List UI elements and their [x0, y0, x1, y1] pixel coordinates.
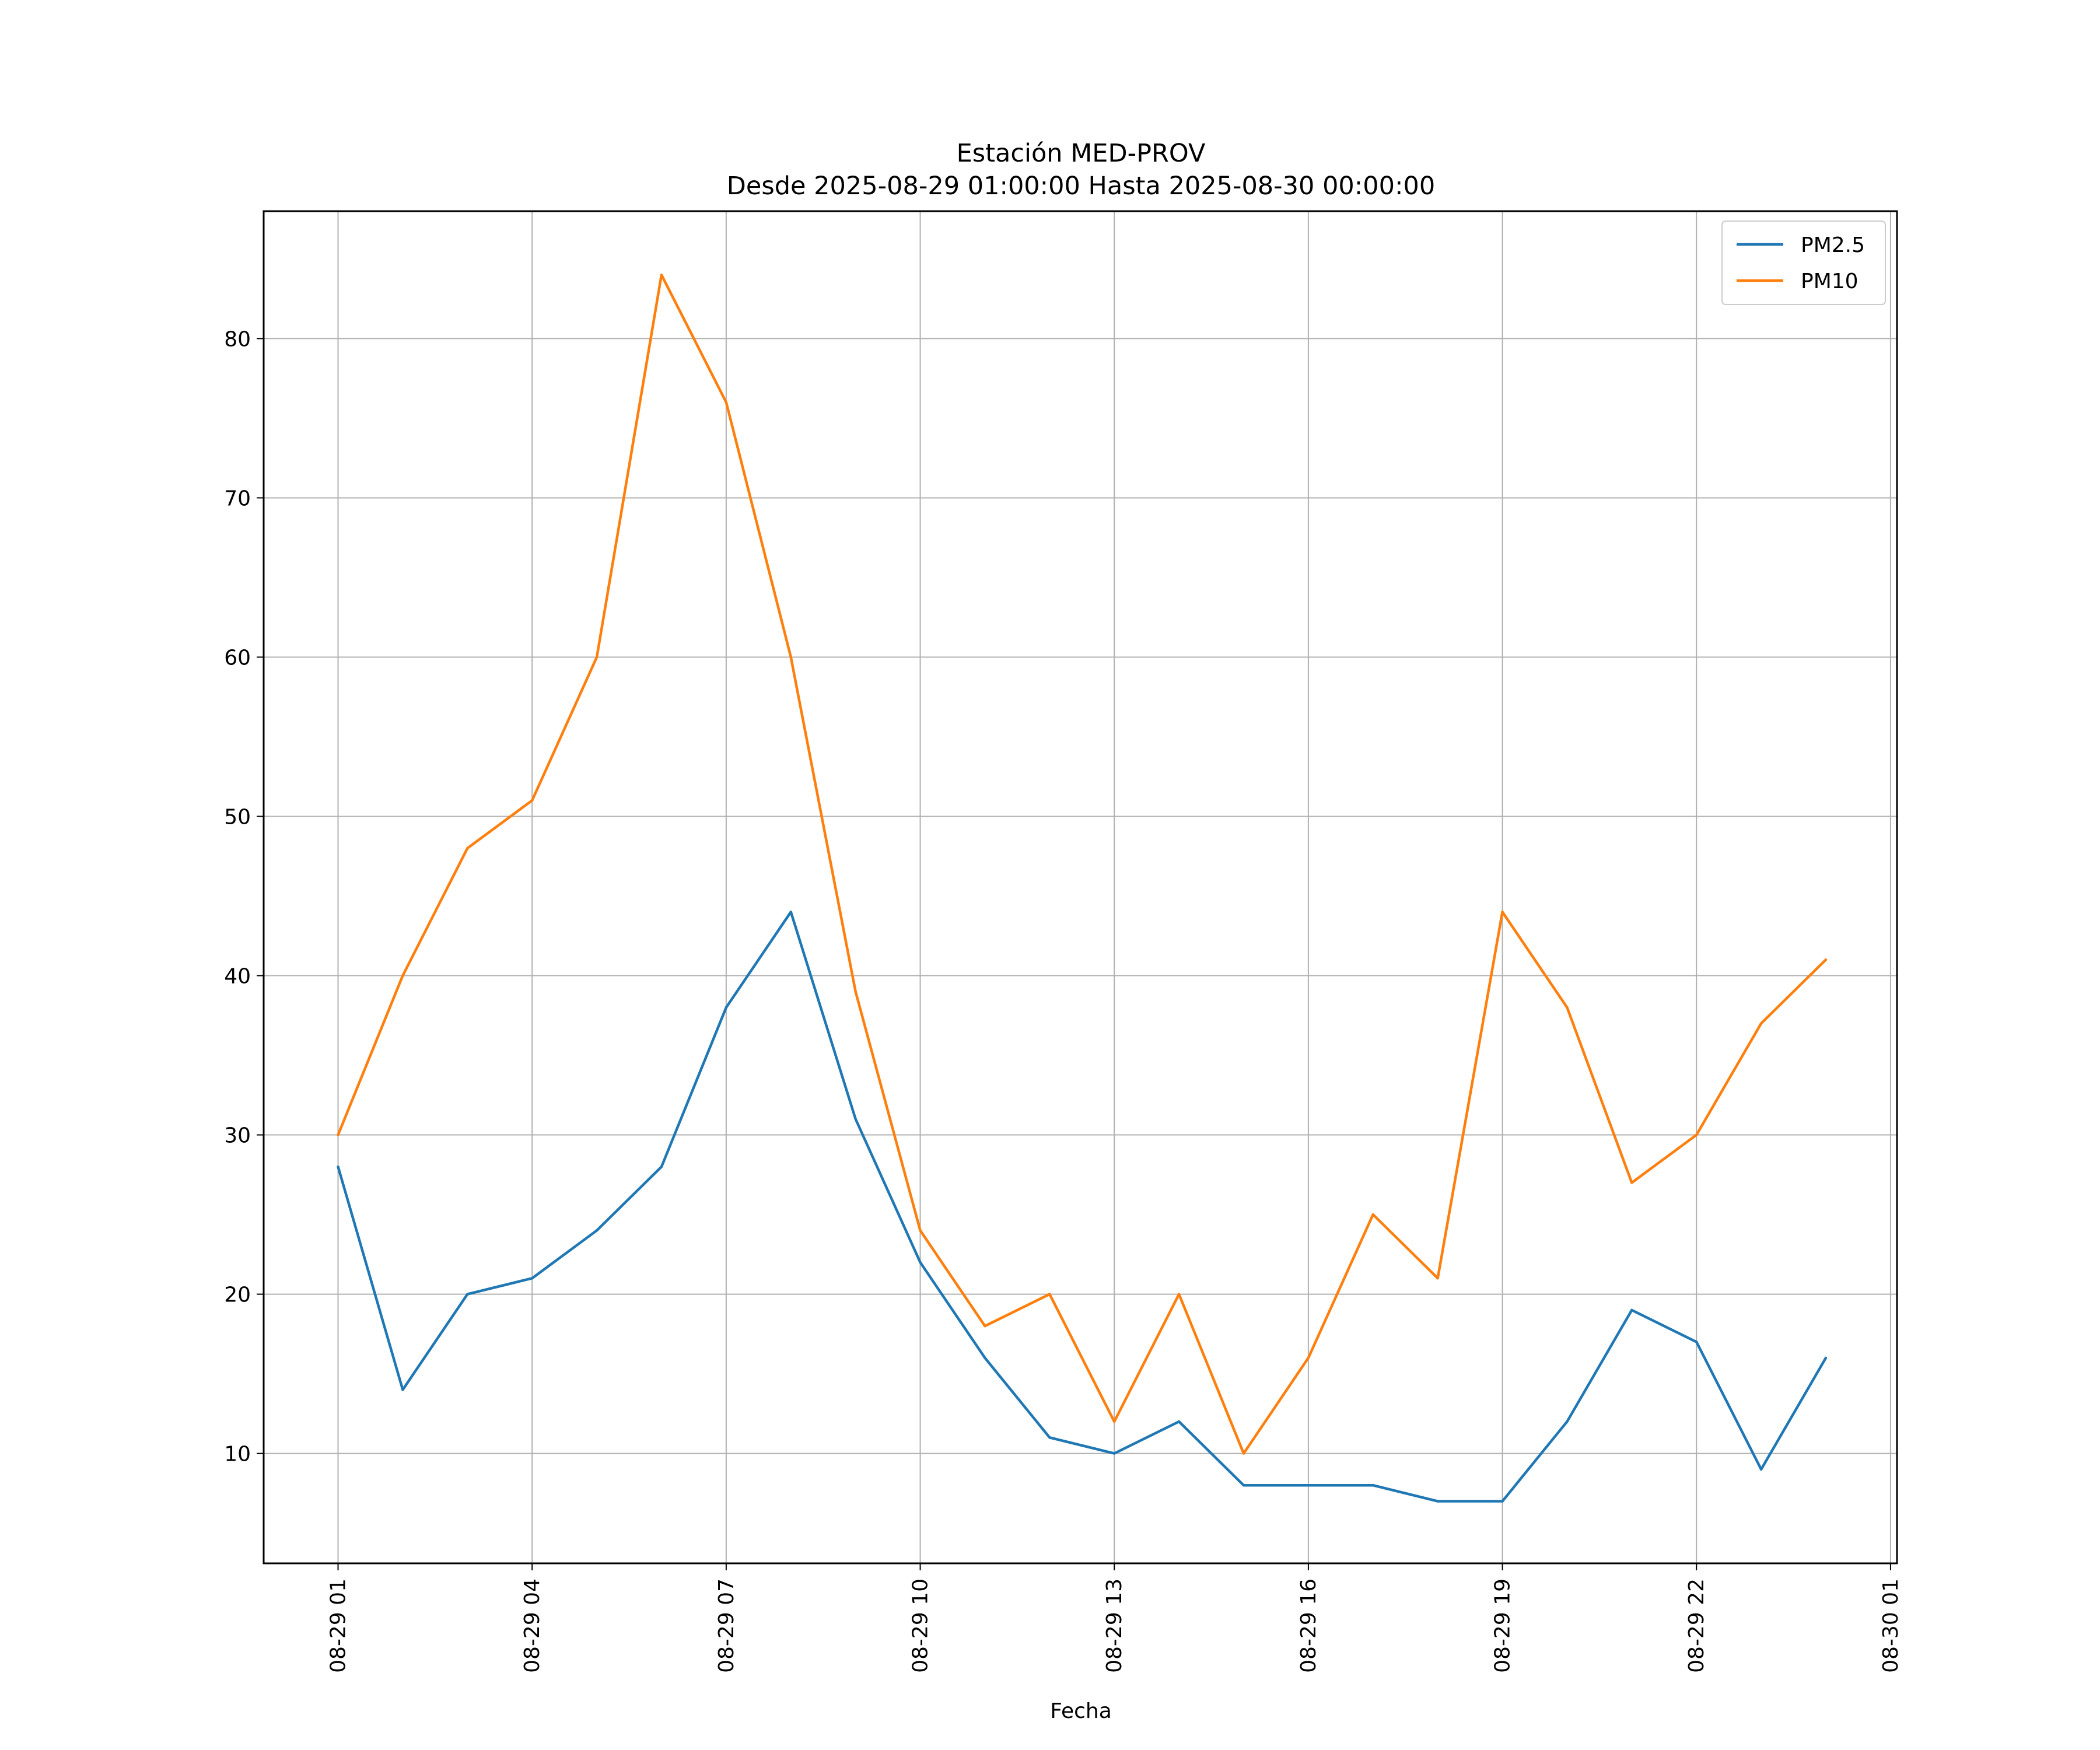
y-tick-label: 70 [224, 487, 251, 510]
series-line-pm10 [337, 273, 1827, 1455]
data-point-pm10 [1630, 1181, 1633, 1184]
series-group [337, 273, 1828, 1503]
legend: PM2.5 PM10 [1721, 220, 1886, 305]
data-point-pm10 [466, 846, 469, 850]
data-point-pm25 [724, 1006, 728, 1009]
data-point-pm25 [1242, 1484, 1245, 1487]
x-tick-label: 08-29 13 [1102, 1578, 1126, 1673]
data-point-pm10 [919, 1229, 922, 1232]
data-point-pm25 [789, 911, 792, 914]
legend-label-pm25: PM2.5 [1801, 233, 1865, 257]
series-line-pm25 [337, 911, 1827, 1503]
data-point-pm10 [984, 1324, 986, 1328]
data-point-pm25 [1759, 1468, 1763, 1471]
data-point-pm25 [1113, 1452, 1116, 1455]
data-point-pm10 [401, 974, 404, 977]
data-point-pm10 [1566, 1006, 1569, 1009]
y-tick-label: 30 [224, 1124, 251, 1148]
x-tick-label: 08-29 19 [1491, 1578, 1515, 1673]
data-point-pm25 [1566, 1420, 1569, 1423]
data-point-pm25 [466, 1293, 469, 1296]
x-tick-label: 08-29 10 [909, 1578, 933, 1673]
x-tick-label: 08-29 16 [1297, 1578, 1321, 1673]
x-tick-label: 08-29 07 [715, 1578, 738, 1673]
data-point-pm25 [1436, 1500, 1439, 1503]
data-point-pm10 [1759, 1022, 1763, 1025]
data-point-pm25 [1307, 1484, 1310, 1487]
data-point-pm25 [660, 1165, 663, 1168]
legend-box [1721, 220, 1886, 305]
legend-label-pm10: PM10 [1801, 270, 1859, 293]
axis-ticks: 10 20 30 40 50 60 70 80 08-29 01 08-29 04 08-29 07… [224, 327, 1903, 1672]
chart-title: Estación MED-PROV [957, 139, 1206, 168]
chart-subtitle: Desde 2025-08-29 01:00:00 Hasta 2025-08-… [727, 172, 1435, 201]
data-point-pm10 [789, 656, 792, 659]
data-point-pm25 [1695, 1340, 1698, 1343]
x-tick-label: 08-29 04 [520, 1578, 544, 1673]
data-point-pm25 [530, 1277, 534, 1280]
data-point-pm25 [1048, 1436, 1051, 1439]
data-point-pm10 [595, 656, 598, 659]
data-point-pm25 [337, 1165, 340, 1168]
data-point-pm10 [1242, 1452, 1245, 1455]
x-axis-label: Fecha [1050, 1699, 1112, 1723]
data-point-pm10 [1048, 1293, 1051, 1296]
data-point-pm10 [724, 401, 728, 404]
data-point-pm10 [1307, 1356, 1310, 1359]
data-point-pm10 [530, 799, 534, 802]
y-tick-label: 60 [224, 646, 251, 670]
x-tick-label: 08-29 01 [327, 1578, 351, 1673]
y-tick-label: 40 [224, 965, 251, 989]
data-point-pm25 [595, 1229, 598, 1232]
data-point-pm25 [1501, 1500, 1504, 1503]
data-point-pm25 [1177, 1420, 1181, 1423]
data-point-pm10 [1113, 1420, 1116, 1423]
x-tick-label: 08-30 01 [1879, 1578, 1903, 1673]
data-point-pm10 [1695, 1133, 1698, 1136]
y-tick-label: 10 [224, 1443, 251, 1466]
data-point-pm25 [984, 1356, 986, 1359]
data-point-pm10 [1371, 1213, 1374, 1216]
data-point-pm25 [401, 1388, 404, 1391]
data-point-pm25 [1824, 1356, 1828, 1359]
data-point-pm10 [1501, 911, 1504, 914]
data-point-pm10 [660, 274, 663, 276]
data-point-pm10 [1824, 958, 1828, 961]
data-point-pm10 [1177, 1293, 1181, 1296]
y-tick-label: 80 [224, 327, 251, 351]
data-point-pm25 [1630, 1308, 1633, 1312]
data-point-pm25 [1371, 1484, 1374, 1487]
data-point-pm25 [919, 1261, 922, 1264]
data-point-pm10 [337, 1133, 340, 1136]
grid [264, 211, 1897, 1563]
x-tick-label: 08-29 22 [1685, 1578, 1709, 1673]
plot-frame [262, 210, 1898, 1564]
y-tick-label: 20 [224, 1283, 251, 1307]
data-point-pm10 [854, 990, 857, 993]
data-point-pm10 [1436, 1277, 1439, 1280]
data-point-pm25 [854, 1118, 857, 1121]
y-tick-label: 50 [224, 806, 251, 830]
